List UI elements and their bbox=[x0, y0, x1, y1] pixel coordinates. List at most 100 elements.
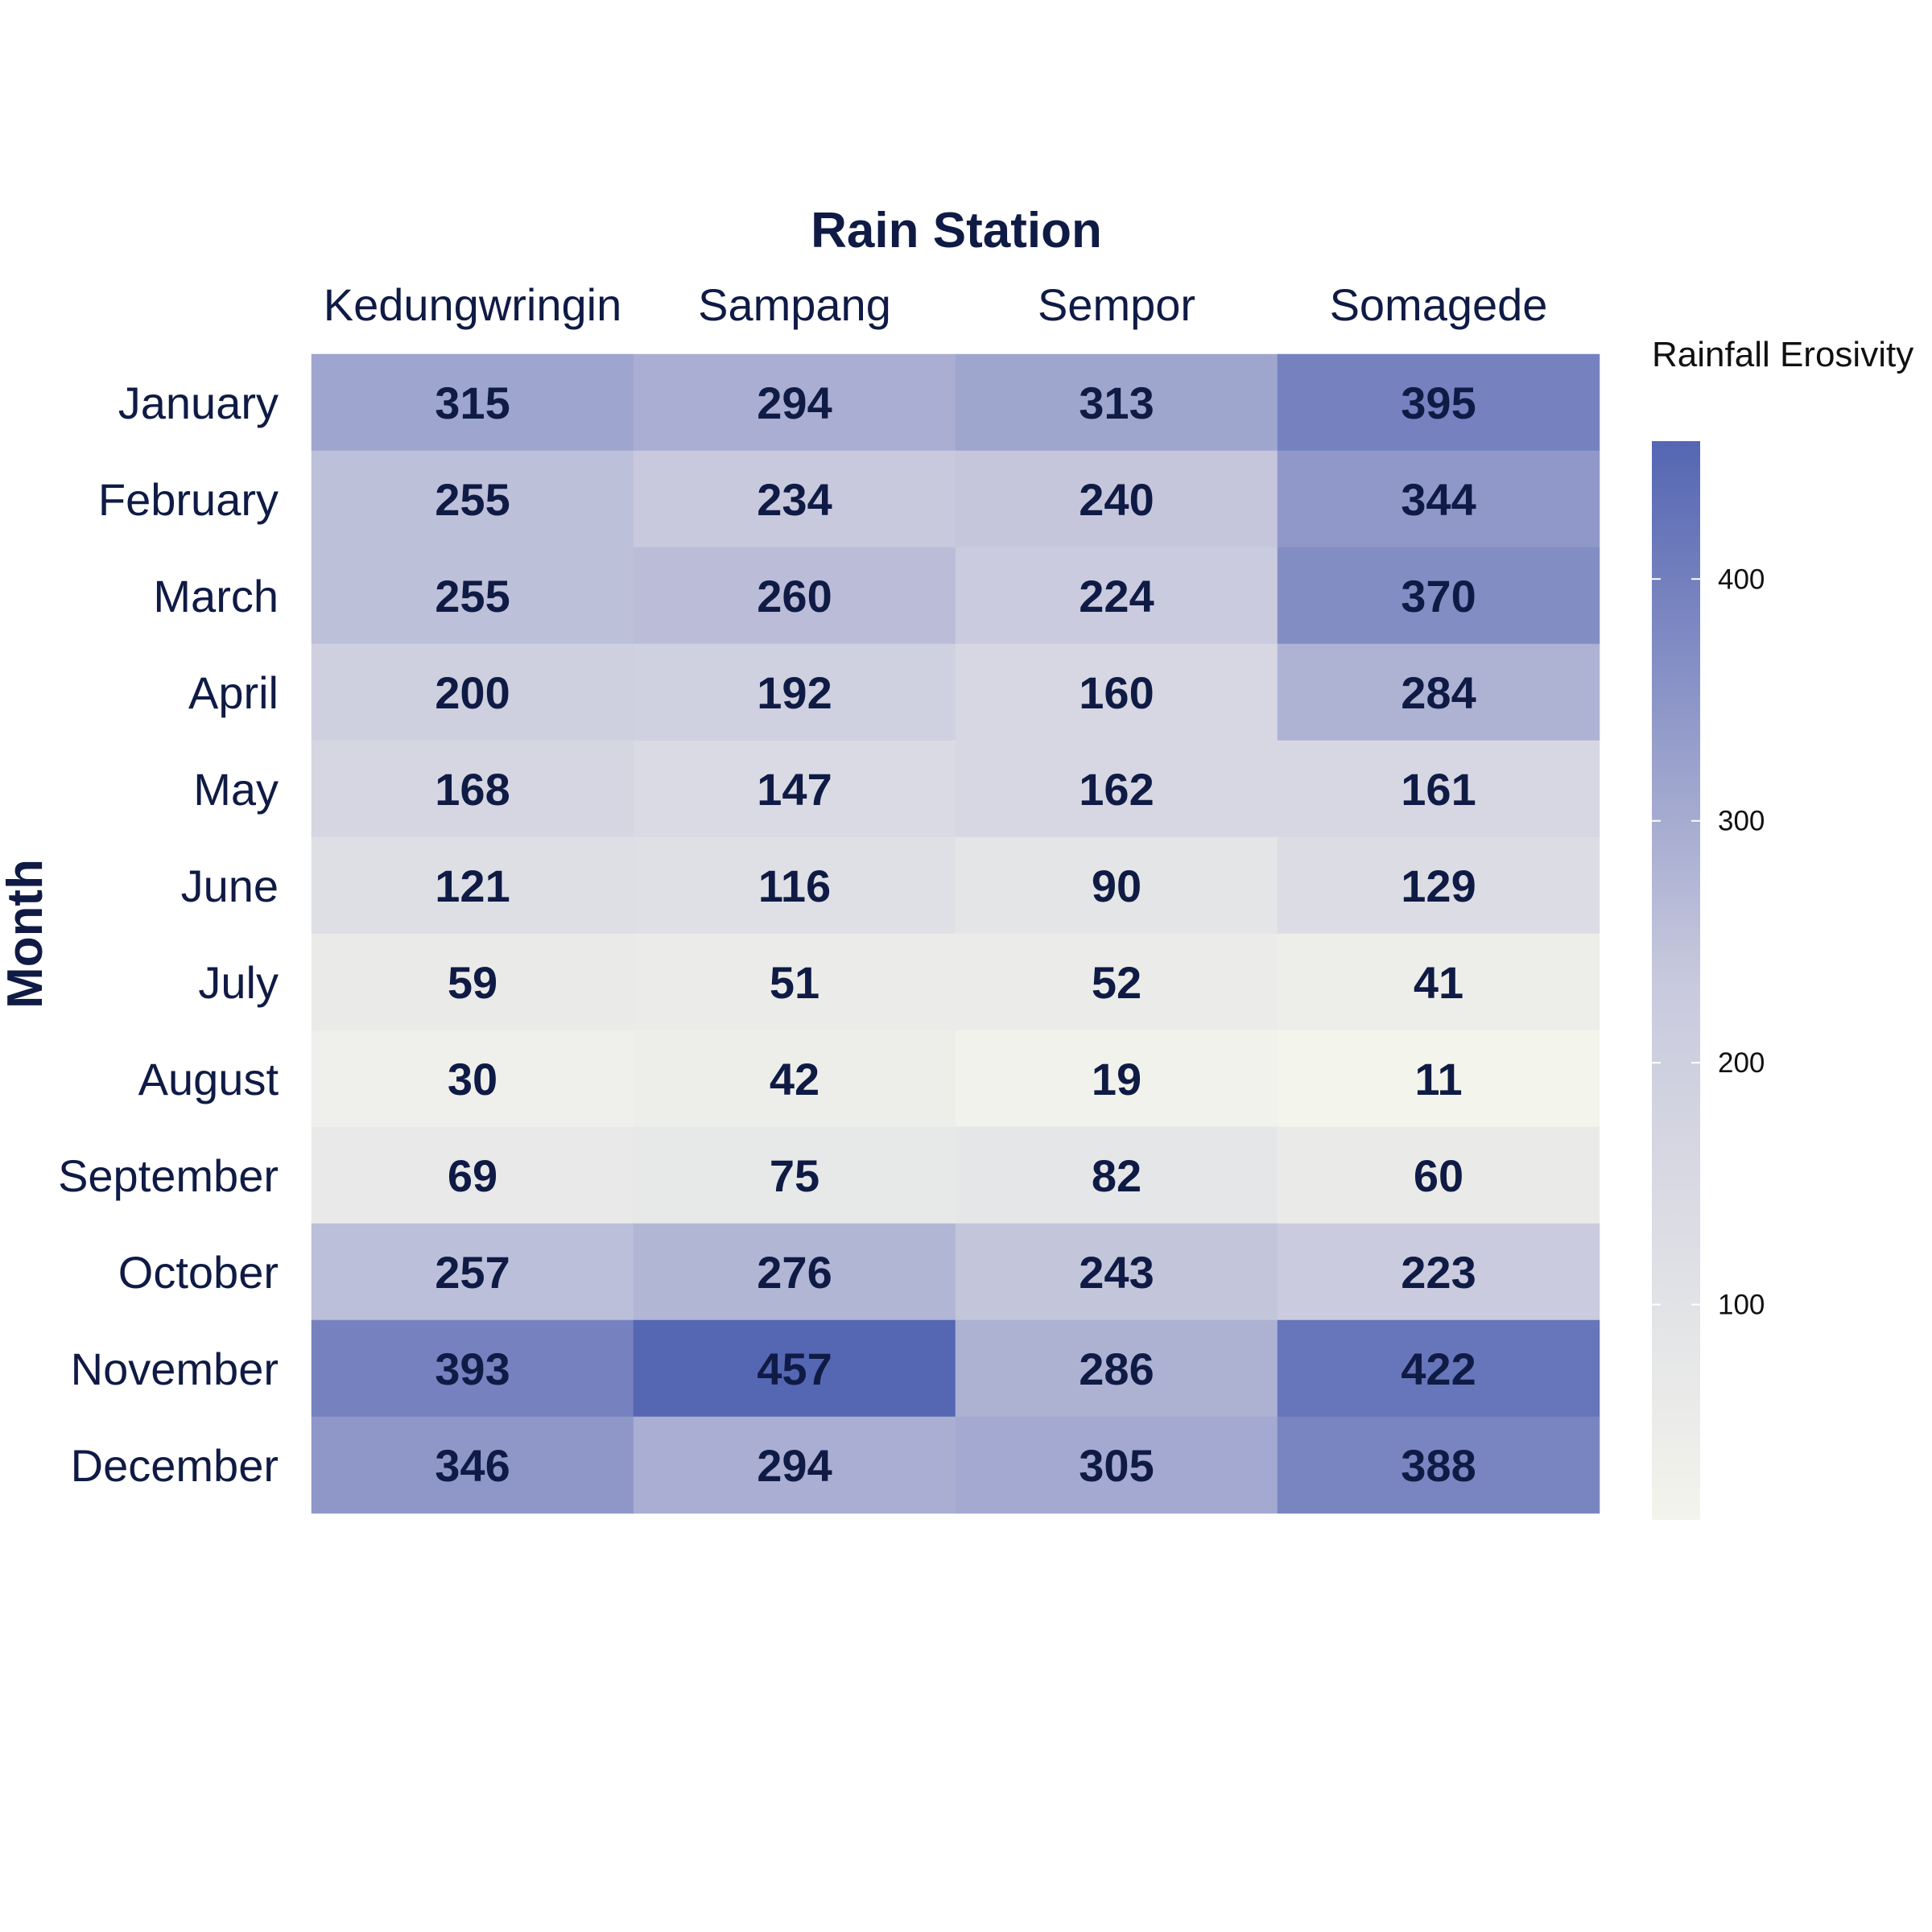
cell-value-label: 168 bbox=[435, 764, 510, 815]
cell-value-label: 82 bbox=[1092, 1150, 1141, 1201]
cell-value-label: 51 bbox=[770, 957, 819, 1008]
cell-value-label: 234 bbox=[757, 474, 832, 525]
row-tick-label: May bbox=[193, 764, 279, 815]
heatmap-cell bbox=[1277, 1126, 1600, 1224]
cell-value-label: 69 bbox=[448, 1150, 497, 1201]
heatmap-cell bbox=[633, 740, 956, 838]
heatmap-cell bbox=[311, 933, 634, 1031]
cell-value-label: 42 bbox=[770, 1054, 819, 1104]
heatmap-cell bbox=[311, 1416, 634, 1514]
cell-value-label: 294 bbox=[757, 1440, 832, 1491]
cell-value-label: 344 bbox=[1401, 474, 1476, 525]
heatmap-cell bbox=[633, 547, 956, 645]
cell-value-label: 224 bbox=[1079, 571, 1154, 621]
cell-value-label: 370 bbox=[1401, 571, 1476, 621]
row-tick-label: April bbox=[188, 667, 279, 718]
cell-value-label: 422 bbox=[1401, 1344, 1476, 1394]
cell-value-label: 147 bbox=[757, 764, 832, 815]
heatmap-cell bbox=[633, 933, 956, 1031]
heatmap-cell bbox=[955, 933, 1278, 1031]
heatmap-cell bbox=[633, 1416, 956, 1514]
heatmap-cell bbox=[633, 1030, 956, 1128]
row-tick-label: March bbox=[153, 571, 279, 621]
cell-value-label: 257 bbox=[435, 1247, 510, 1298]
heatmap-cell bbox=[1277, 933, 1600, 1031]
cell-value-label: 192 bbox=[757, 667, 832, 718]
cell-value-label: 243 bbox=[1079, 1247, 1154, 1298]
heatmap-cell bbox=[311, 353, 634, 452]
heatmap-cell bbox=[955, 643, 1278, 741]
cell-value-label: 90 bbox=[1092, 861, 1141, 911]
heatmap-cell bbox=[633, 450, 956, 548]
cell-value-label: 294 bbox=[757, 378, 832, 428]
heatmap-cell bbox=[1277, 1416, 1600, 1514]
heatmap-cell bbox=[633, 643, 956, 741]
legend-tick-label: 300 bbox=[1718, 806, 1765, 837]
cell-value-label: 305 bbox=[1079, 1440, 1154, 1491]
heatmap-cell bbox=[955, 740, 1278, 838]
column-tick-label: Sampang bbox=[698, 279, 891, 330]
cell-value-label: 162 bbox=[1079, 764, 1154, 815]
heatmap-cell bbox=[1277, 353, 1600, 452]
cell-value-label: 395 bbox=[1401, 378, 1476, 428]
heatmap-cell bbox=[311, 740, 634, 838]
cell-value-label: 116 bbox=[758, 861, 831, 911]
legend-tick-label: 100 bbox=[1718, 1290, 1765, 1321]
cell-value-label: 121 bbox=[435, 861, 510, 911]
cell-value-label: 161 bbox=[1401, 764, 1476, 815]
heatmap-cell bbox=[955, 1319, 1278, 1418]
row-tick-label: July bbox=[198, 957, 279, 1008]
cell-value-label: 284 bbox=[1401, 667, 1476, 718]
heatmap-cell bbox=[955, 450, 1278, 548]
heatmap-cell bbox=[311, 1030, 634, 1128]
heatmap-cell bbox=[1277, 740, 1600, 838]
legend-ticks: 100 200 300 400 bbox=[1652, 564, 1765, 1321]
cell-value-label: 457 bbox=[757, 1344, 832, 1394]
row-tick-label: June bbox=[181, 861, 279, 911]
heatmap-cell bbox=[955, 836, 1278, 935]
row-tick-label: November bbox=[71, 1344, 279, 1394]
color-legend: Rainfall Erosivity 100 200 300 400 bbox=[1652, 335, 1913, 1520]
legend-tick-label: 200 bbox=[1718, 1047, 1765, 1079]
heatmap-cell bbox=[311, 450, 634, 548]
cell-value-label: 52 bbox=[1092, 957, 1141, 1008]
row-tick-label: September bbox=[58, 1150, 279, 1201]
heatmap-cell bbox=[955, 1223, 1278, 1321]
heatmap-cell bbox=[1277, 1319, 1600, 1418]
cell-value-label: 388 bbox=[1401, 1440, 1476, 1491]
legend-tick-label: 400 bbox=[1718, 564, 1765, 595]
cell-value-label: 286 bbox=[1079, 1344, 1154, 1394]
heatmap-cell bbox=[1277, 547, 1600, 645]
row-tick-label: August bbox=[138, 1054, 279, 1104]
heatmap-cell bbox=[311, 643, 634, 741]
row-tick-label: February bbox=[98, 474, 279, 525]
column-tick-label: Kedungwringin bbox=[324, 279, 621, 330]
heatmap-cell bbox=[633, 1126, 956, 1224]
x-axis-title: Rain Station bbox=[811, 203, 1102, 258]
cell-value-label: 11 bbox=[1414, 1054, 1462, 1104]
cell-value-label: 75 bbox=[770, 1150, 819, 1201]
legend-title: Rainfall Erosivity bbox=[1652, 335, 1913, 374]
heatmap-cell bbox=[1277, 450, 1600, 548]
cell-value-label: 223 bbox=[1401, 1247, 1476, 1298]
cell-value-label: 240 bbox=[1079, 474, 1154, 525]
heatmap-cell bbox=[955, 1126, 1278, 1224]
cell-value-label: 346 bbox=[435, 1440, 510, 1491]
legend-colorbar bbox=[1652, 441, 1700, 1520]
cell-value-label: 160 bbox=[1079, 667, 1154, 718]
heatmap-cell bbox=[955, 1416, 1278, 1514]
cell-value-label: 313 bbox=[1079, 378, 1154, 428]
column-tick-labels: Kedungwringin Sampang Sempor Somagede bbox=[324, 279, 1548, 330]
column-tick-label: Somagede bbox=[1330, 279, 1548, 330]
heatmap-cells: 315 294 313 395 255 234 240 344 255 260 224 370 200 1… bbox=[311, 353, 1600, 1514]
heatmap-cell bbox=[311, 836, 634, 935]
heatmap-cell bbox=[1277, 643, 1600, 741]
heatmap-cell bbox=[1277, 836, 1600, 935]
cell-value-label: 129 bbox=[1401, 861, 1476, 911]
row-tick-label: December bbox=[71, 1440, 279, 1491]
heatmap-cell bbox=[633, 836, 956, 935]
cell-value-label: 393 bbox=[435, 1344, 510, 1394]
cell-value-label: 59 bbox=[448, 957, 497, 1008]
heatmap-cell bbox=[1277, 1223, 1600, 1321]
